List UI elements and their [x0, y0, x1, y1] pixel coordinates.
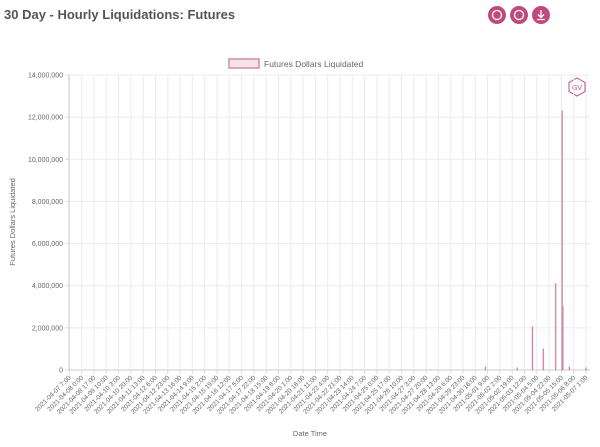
bar — [516, 367, 519, 371]
y-tick-label: 6,000,000 — [32, 241, 63, 248]
toolbar — [488, 6, 550, 24]
bar — [542, 348, 545, 371]
y-tick-label: 14,000,000 — [28, 73, 63, 80]
logo-text: GV — [572, 85, 582, 92]
info-icon — [491, 9, 503, 21]
legend-label: Futures Dollars Liquidated — [264, 59, 363, 69]
download-icon — [537, 10, 545, 21]
x-axis-title: Date Time — [293, 429, 327, 438]
logo-hexagon — [568, 77, 586, 97]
bar — [531, 326, 534, 371]
y-axis-title: Futures Dollars Liquidated — [8, 178, 17, 266]
chart-title: 30 Day - Hourly Liquidations: Futures — [4, 7, 235, 22]
bar — [484, 366, 487, 371]
help-icon — [513, 9, 525, 21]
help-button[interactable] — [510, 6, 528, 24]
y-tick-label: 0 — [59, 368, 63, 375]
info-button[interactable] — [488, 6, 506, 24]
bar — [568, 366, 571, 371]
y-tick-label: 2,000,000 — [32, 325, 63, 332]
legend-swatch — [228, 58, 260, 69]
y-tick-label: 10,000,000 — [28, 157, 63, 164]
bar — [562, 306, 564, 371]
bar — [554, 283, 557, 371]
y-tick-label: 4,000,000 — [32, 283, 63, 290]
bar — [585, 367, 587, 371]
y-tick-label: 12,000,000 — [28, 115, 63, 122]
logo: GV — [568, 77, 586, 97]
y-tick-label: 8,000,000 — [32, 199, 63, 206]
